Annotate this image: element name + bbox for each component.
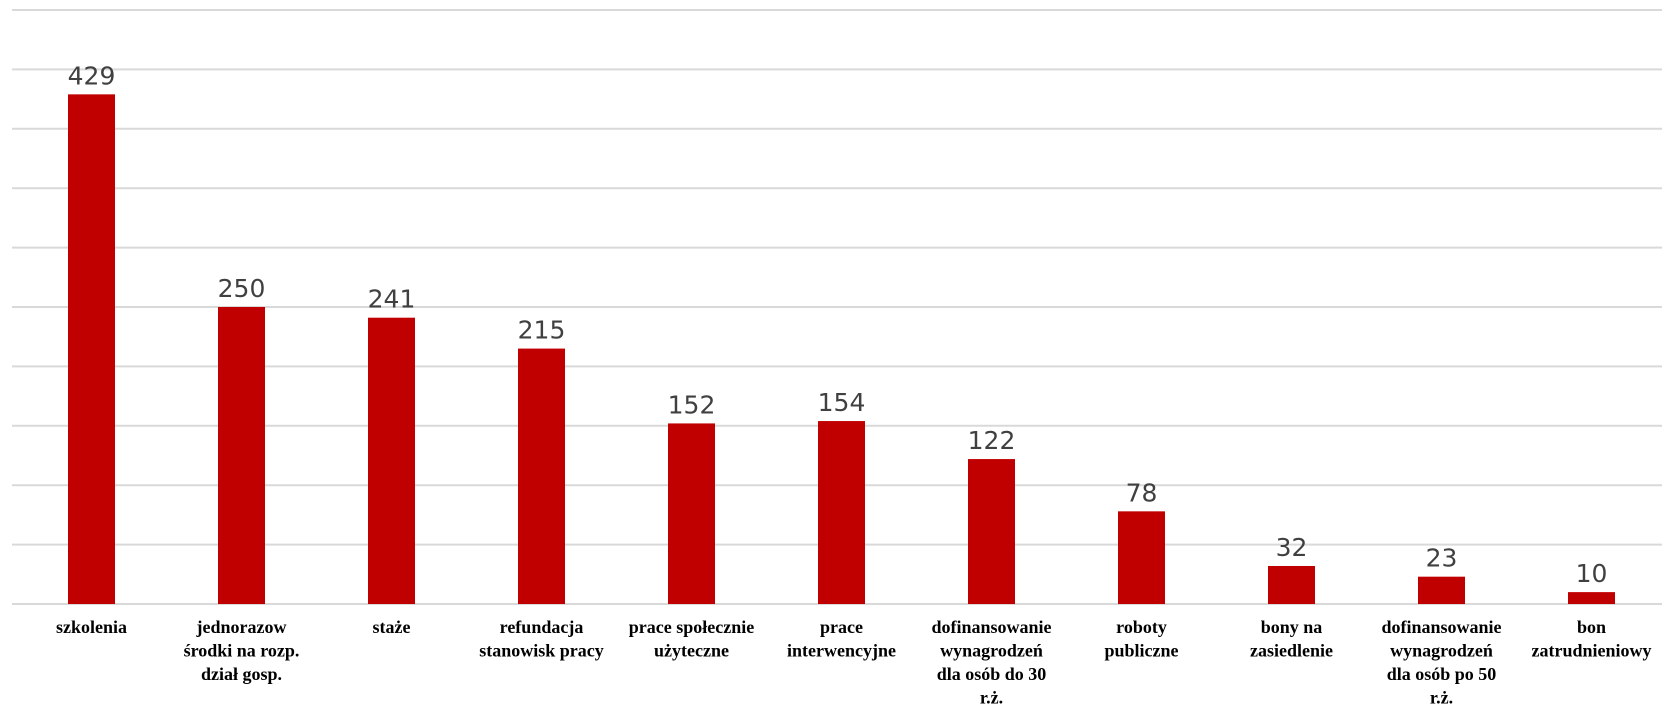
category-label-line: dział gosp.: [201, 664, 282, 684]
gridlines: [12, 9, 1662, 605]
data-label: 10: [1576, 559, 1608, 588]
category-label-line: prace: [820, 617, 863, 637]
category-label: refundacja stanowisk pracy: [479, 617, 604, 661]
data-label: 215: [518, 316, 566, 345]
bar: [518, 348, 565, 604]
category-label-line: refundacja: [500, 617, 584, 637]
data-label: 241: [368, 285, 416, 314]
category-label-line: publiczne: [1104, 641, 1178, 661]
category-label: staże: [373, 617, 411, 637]
category-label: dofinansowanie wynagrodzeń dla osób po 50 r…: [1381, 617, 1501, 708]
bar: [68, 94, 115, 605]
category-label-line: bon: [1577, 617, 1606, 637]
category-label-line: bony na: [1261, 617, 1323, 637]
data-label: 429: [68, 61, 116, 90]
category-label-line: zatrudnieniowy: [1531, 641, 1651, 661]
category-label-line: dla osób po 50: [1387, 664, 1497, 684]
data-label: 250: [218, 274, 266, 303]
bar: [818, 421, 865, 604]
bars: [68, 94, 1615, 605]
category-label-line: dofinansowanie: [931, 617, 1051, 637]
bar: [1568, 592, 1615, 604]
category-label-line: r.ż.: [980, 688, 1003, 708]
data-label: 32: [1276, 533, 1308, 562]
data-label: 154: [818, 388, 866, 417]
category-label: bony na zasiedlenie: [1250, 617, 1333, 661]
category-label-line: r.ż.: [1430, 688, 1453, 708]
category-label-line: dofinansowanie: [1381, 617, 1501, 637]
bar: [668, 423, 715, 604]
category-label: dofinansowanie wynagrodzeń dla osób do 30 r…: [931, 617, 1051, 708]
data-labels: 429 250 241 215 152 154 122 78 32 23 10: [68, 61, 1608, 588]
category-label: szkolenia: [56, 617, 127, 637]
category-label-line: dla osób do 30: [937, 664, 1047, 684]
category-label: prace społecznie użyteczne: [629, 617, 754, 661]
category-label-line: stanowisk pracy: [479, 641, 604, 661]
bar: [1418, 576, 1465, 604]
data-label: 78: [1126, 478, 1158, 507]
bar: [368, 317, 415, 604]
data-label: 152: [668, 390, 716, 419]
data-label: 122: [968, 426, 1016, 455]
category-label-line: interwencyjne: [787, 641, 896, 661]
category-label: jednorazow środki na rozp. dział gosp.: [184, 617, 300, 684]
category-label: bon zatrudnieniowy: [1531, 617, 1651, 661]
category-label: prace interwencyjne: [787, 617, 896, 661]
category-label-line: użyteczne: [654, 641, 729, 661]
category-label-line: prace społecznie: [629, 617, 754, 637]
category-label-line: wynagrodzeń: [1390, 641, 1493, 661]
category-labels: szkolenia jednorazow środki na rozp. dział …: [56, 617, 1652, 708]
category-label-line: wynagrodzeń: [940, 641, 1043, 661]
bar: [218, 307, 265, 604]
category-label: roboty publiczne: [1104, 617, 1178, 661]
category-label-line: jednorazow: [196, 617, 287, 637]
category-label-line: roboty: [1116, 617, 1167, 637]
category-label-line: zasiedlenie: [1250, 641, 1333, 661]
category-label-line: szkolenia: [56, 617, 127, 637]
bar: [1268, 565, 1315, 604]
bar: [1118, 511, 1165, 604]
category-label-line: środki na rozp.: [184, 641, 300, 661]
bar: [968, 459, 1015, 604]
category-label-line: staże: [373, 617, 411, 637]
data-label: 23: [1426, 544, 1458, 573]
